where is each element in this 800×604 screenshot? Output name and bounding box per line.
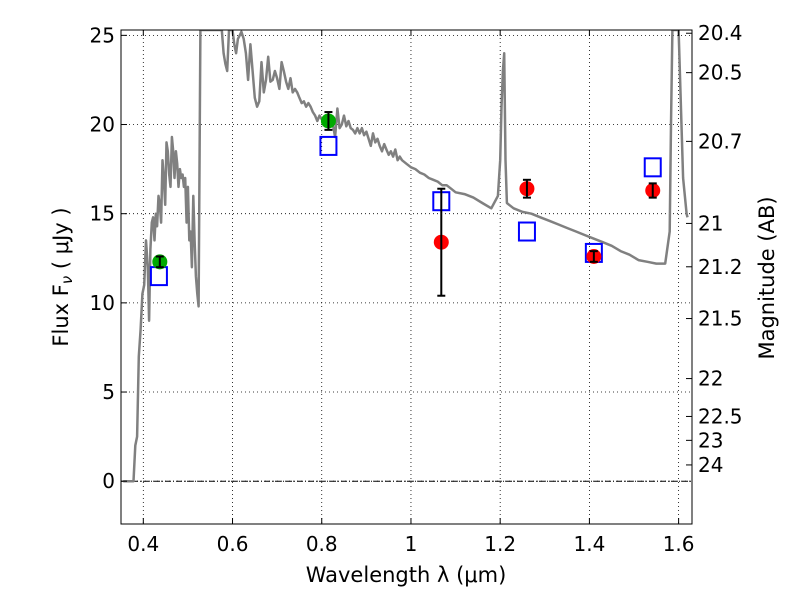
y-tick-label: 10	[90, 291, 115, 315]
y-tick-label: 25	[90, 23, 115, 47]
model-flux-markers	[149, 135, 662, 287]
magnitude-tick-label: 21.5	[698, 307, 743, 331]
magnitude-tick-label: 22	[698, 367, 723, 391]
model-flux-square	[149, 266, 168, 287]
y-tick-label: 20	[90, 113, 115, 137]
y-axis-label-right: Magnitude (AB)	[755, 196, 779, 359]
grid	[121, 30, 692, 524]
x-tick-label: 1	[405, 532, 418, 556]
x-tick-label: 1.4	[573, 532, 605, 556]
model-flux-square	[319, 135, 338, 156]
x-axis: 0.4 0.6 0.8 1 1.2 1.4 1.6	[127, 30, 695, 556]
model-flux-square	[517, 221, 536, 242]
x-tick-label: 0.6	[217, 532, 249, 556]
magnitude-tick-label: 21	[698, 211, 723, 235]
model-spectrum-line	[123, 30, 689, 483]
magnitude-tick-label: 23	[698, 428, 723, 452]
y-tick-label: 0	[102, 469, 115, 493]
x-tick-label: 0.8	[306, 532, 338, 556]
y-tick-label: 15	[90, 202, 115, 226]
magnitude-tick-label: 24	[698, 453, 723, 477]
y-axis-left: 0 5 10 15 20 25	[90, 23, 127, 493]
magnitude-tick-label: 20.4	[698, 21, 743, 45]
observed-points	[152, 111, 661, 297]
x-axis-label: Wavelength λ (μm)	[306, 563, 507, 587]
y-axis-label-left: Flux Fν ( μJy )	[49, 207, 76, 346]
magnitude-tick-label: 20.7	[698, 129, 743, 153]
magnitude-tick-label: 22.5	[698, 404, 743, 428]
magnitude-tick-label: 21.2	[698, 255, 743, 279]
y-tick-label: 5	[102, 380, 115, 404]
model-flux-square	[643, 157, 662, 178]
magnitude-tick-label: 20.5	[698, 61, 743, 85]
x-tick-label: 1.2	[484, 532, 516, 556]
x-tick-label: 0.4	[127, 532, 159, 556]
plot-frame	[120, 29, 693, 525]
x-tick-label: 1.6	[663, 532, 695, 556]
